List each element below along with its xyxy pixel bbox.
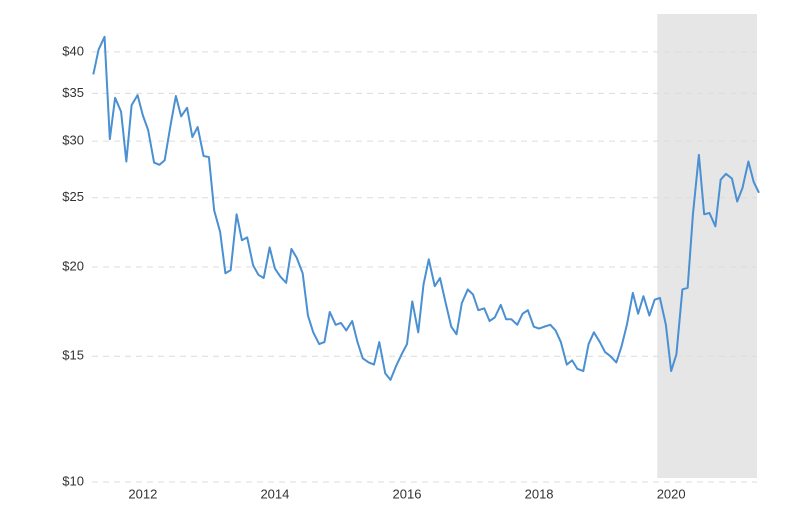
y-tick-label: $20 bbox=[62, 258, 84, 273]
y-tick-label: $40 bbox=[62, 43, 84, 58]
y-tick-label: $35 bbox=[62, 85, 84, 100]
x-tick-label: 2016 bbox=[393, 486, 422, 501]
x-tick-label: 2014 bbox=[260, 486, 289, 501]
x-tick-label: 2020 bbox=[657, 486, 686, 501]
x-tick-label: 2012 bbox=[128, 486, 157, 501]
y-tick-label: $30 bbox=[62, 133, 84, 148]
y-tick-label: $25 bbox=[62, 189, 84, 204]
x-tick-label: 2018 bbox=[525, 486, 554, 501]
shaded-region bbox=[657, 14, 757, 478]
y-tick-label: $10 bbox=[62, 473, 84, 488]
price-line bbox=[92, 35, 760, 381]
y-tick-label: $15 bbox=[62, 348, 84, 363]
